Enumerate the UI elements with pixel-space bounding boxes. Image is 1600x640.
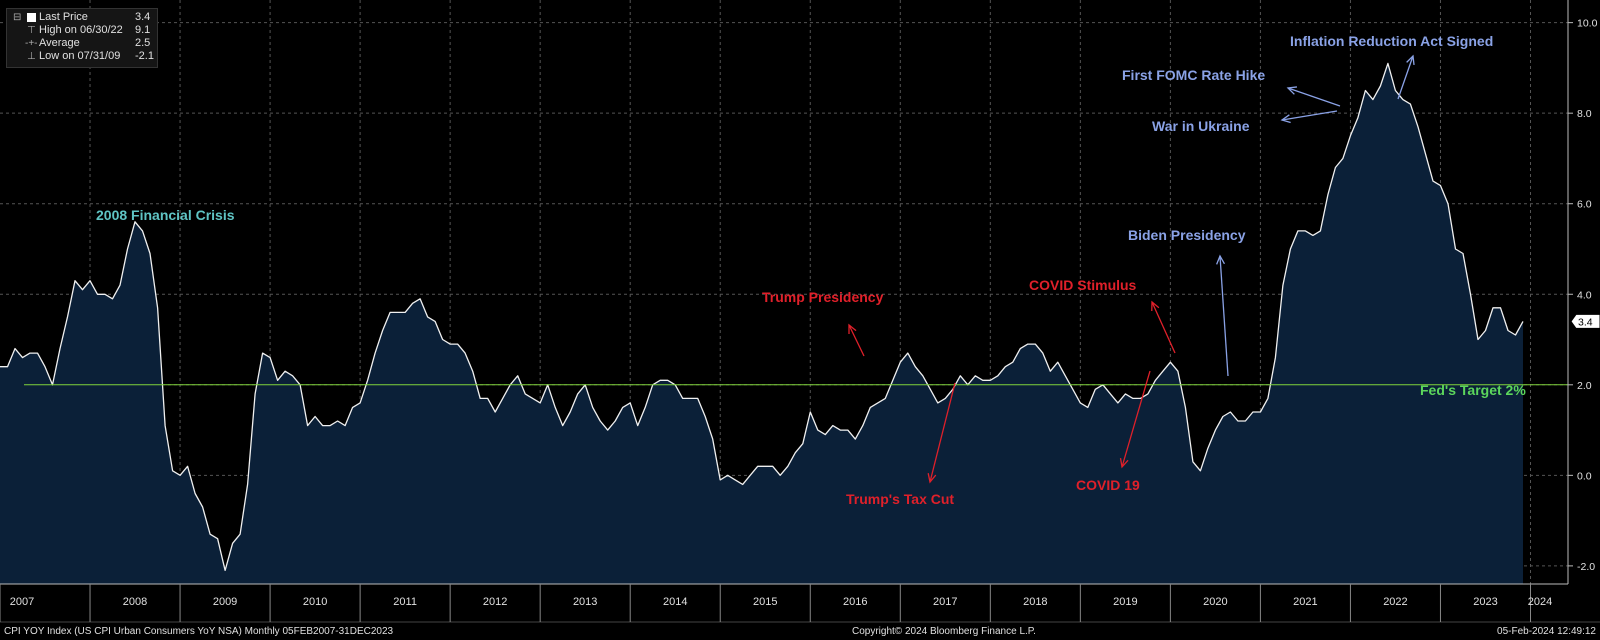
- cpi-area: [0, 63, 1523, 584]
- footer-copyright: Copyright© 2024 Bloomberg Finance L.P.: [852, 626, 1036, 637]
- legend-label-last-price: Last Price: [39, 11, 88, 23]
- annotation-arrow-4: [1216, 254, 1229, 377]
- annotation-arrow-7: [1397, 54, 1415, 100]
- annotation-arrow-6: [1286, 86, 1341, 107]
- x-tick-label-2020: 2020: [1203, 596, 1227, 608]
- y-tick-label: 8.0: [1577, 108, 1592, 120]
- annotation-arrow-0: [848, 323, 865, 357]
- y-tick-label: 6.0: [1577, 199, 1592, 211]
- x-tick-label-2023: 2023: [1473, 596, 1497, 608]
- x-tick-label-2012: 2012: [483, 596, 507, 608]
- legend-label-high: High on 06/30/22: [39, 24, 123, 36]
- x-tick-label-2009: 2009: [213, 596, 237, 608]
- y-tick-label: 4.0: [1577, 289, 1592, 301]
- y-tick-label: 10.0: [1577, 18, 1598, 30]
- x-tick-label-2011: 2011: [393, 596, 417, 608]
- high-marker-icon: ⊤: [27, 25, 36, 36]
- annotation-arrow-3: [1119, 370, 1151, 469]
- legend: ⊟ Last Price 3.4 ⊤ High on 06/30/22 9.1 …: [6, 8, 158, 68]
- annotation-arrow-1: [927, 382, 956, 484]
- last-price-label: 3.4: [1578, 316, 1593, 328]
- legend-value-low: -2.1: [135, 50, 154, 62]
- legend-label-low: Low on 07/31/09: [39, 50, 121, 62]
- x-tick-label-2015: 2015: [753, 596, 777, 608]
- annotation-covid-stimulus: COVID Stimulus: [1029, 277, 1137, 293]
- x-tick-label-2017: 2017: [933, 596, 957, 608]
- footer-timestamp: 05-Feb-2024 12:49:12: [1497, 626, 1596, 637]
- annotation-arrows: [848, 54, 1415, 484]
- x-tick-label-2013: 2013: [573, 596, 597, 608]
- collapse-icon[interactable]: ⊟: [13, 12, 22, 23]
- annotations: 2008 Financial Crisis Trump Presidency Tru…: [96, 33, 1526, 507]
- low-marker-icon: ⊥: [27, 51, 36, 62]
- annotation-2008-financial-crisis: 2008 Financial Crisis: [96, 207, 235, 223]
- legend-value-last-price: 3.4: [135, 11, 151, 23]
- last-price-marker: 3.4: [1570, 313, 1600, 329]
- x-tick-label-2019: 2019: [1113, 596, 1137, 608]
- y-tick-label: 2.0: [1577, 380, 1592, 392]
- x-tick-label-2021: 2021: [1293, 596, 1317, 608]
- annotation-fed-s-target-2-: Fed's Target 2%: [1420, 382, 1526, 398]
- last-price-swatch: [27, 13, 36, 22]
- last-price-tag: [1570, 313, 1600, 329]
- x-tick-label-2007: 2007: [10, 596, 34, 608]
- legend-label-average: Average: [39, 37, 80, 49]
- annotation-first-fomc-rate-hike: First FOMC Rate Hike: [1122, 67, 1265, 83]
- x-tick-label-2022: 2022: [1383, 596, 1407, 608]
- x-tick-label-2016: 2016: [843, 596, 867, 608]
- x-axis-band: [0, 584, 1600, 622]
- average-marker-icon: -+-: [25, 38, 38, 49]
- annotation-arrow-5: [1280, 110, 1338, 124]
- cpi-line: [0, 62, 1524, 572]
- x-tick-label-2008: 2008: [123, 596, 147, 608]
- x-tick-label-2010: 2010: [303, 596, 327, 608]
- x-tick-label-2018: 2018: [1023, 596, 1047, 608]
- annotation-biden-presidency: Biden Presidency: [1128, 227, 1246, 243]
- y-tick-label: -2.0: [1577, 561, 1595, 573]
- y-axis: -2.0 0.0 2.0 4.0 6.0 8.0 10.0 3.4: [1567, 0, 1600, 584]
- annotation-inflation-reduction-act-signed: Inflation Reduction Act Signed: [1290, 33, 1493, 49]
- footer-series-info: CPI YOY Index (US CPI Urban Consumers Yo…: [4, 626, 394, 637]
- annotation-trump-s-tax-cut: Trump's Tax Cut: [846, 491, 954, 507]
- annotation-trump-presidency: Trump Presidency: [762, 289, 884, 305]
- legend-value-high: 9.1: [135, 24, 151, 36]
- annotation-arrow-2: [1151, 300, 1176, 354]
- annotation-covid-19: COVID 19: [1076, 477, 1140, 493]
- y-tick-label: 0.0: [1577, 470, 1592, 482]
- x-axis: 2007 2008 2009 2010 2011 2012 2013 2014 2015 2016…: [0, 583, 1600, 623]
- legend-value-average: 2.5: [135, 37, 151, 49]
- x-tick-label-2024: 2024: [1528, 596, 1552, 608]
- annotation-war-in-ukraine: War in Ukraine: [1152, 118, 1250, 134]
- x-tick-label-2014: 2014: [663, 596, 687, 608]
